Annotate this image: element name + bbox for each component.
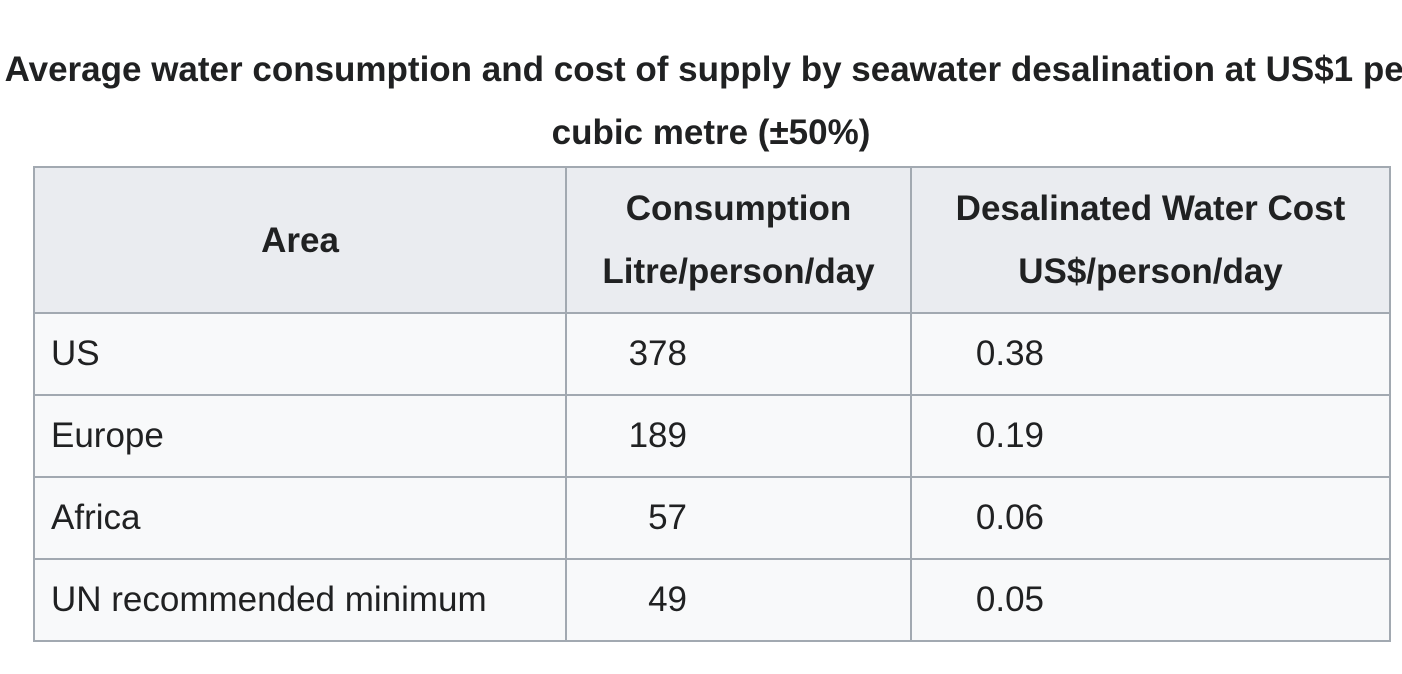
cost-value: 0.38 — [975, 334, 1044, 373]
cost-value: 0.05 — [975, 580, 1044, 619]
consumption-value: 189 — [628, 416, 687, 455]
table-row: Africa 57 0.06 — [33, 476, 1391, 560]
consumption-cell: 57 — [565, 476, 912, 560]
table-header-row: Area Consumption Litre/person/day Desali… — [33, 166, 1391, 314]
consumption-value: 378 — [628, 334, 687, 373]
area-cell: Africa — [33, 476, 567, 560]
consumption-value: 57 — [648, 498, 687, 537]
header-area: Area — [33, 166, 567, 314]
consumption-value: 49 — [648, 580, 687, 619]
header-consumption: Consumption Litre/person/day — [565, 166, 912, 314]
water-consumption-table: Area Consumption Litre/person/day Desali… — [33, 166, 1391, 642]
consumption-cell: 49 — [565, 558, 912, 642]
header-consumption-title: Consumption — [625, 189, 852, 228]
cost-cell: 0.05 — [910, 558, 1391, 642]
cost-cell: 0.19 — [910, 394, 1391, 478]
header-cost: Desalinated Water Cost US$/person/day — [910, 166, 1391, 314]
area-cell: US — [33, 312, 567, 396]
consumption-cell: 378 — [565, 312, 912, 396]
table-row: US 378 0.38 — [33, 312, 1391, 396]
cost-cell: 0.06 — [910, 476, 1391, 560]
cost-value: 0.19 — [975, 416, 1044, 455]
header-cost-unit: US$/person/day — [1018, 252, 1283, 291]
header-cost-title: Desalinated Water Cost — [955, 189, 1346, 228]
header-consumption-unit: Litre/person/day — [602, 252, 875, 291]
header-area-label: Area — [261, 220, 339, 260]
consumption-cell: 189 — [565, 394, 912, 478]
cost-cell: 0.38 — [910, 312, 1391, 396]
area-cell: Europe — [33, 394, 567, 478]
area-cell: UN recommended minimum — [33, 558, 567, 642]
cost-value: 0.06 — [975, 498, 1044, 537]
table-row: Europe 189 0.19 — [33, 394, 1391, 478]
table-row: UN recommended minimum 49 0.05 — [33, 558, 1391, 642]
table-caption: Average water consumption and cost of su… — [4, 50, 1402, 152]
